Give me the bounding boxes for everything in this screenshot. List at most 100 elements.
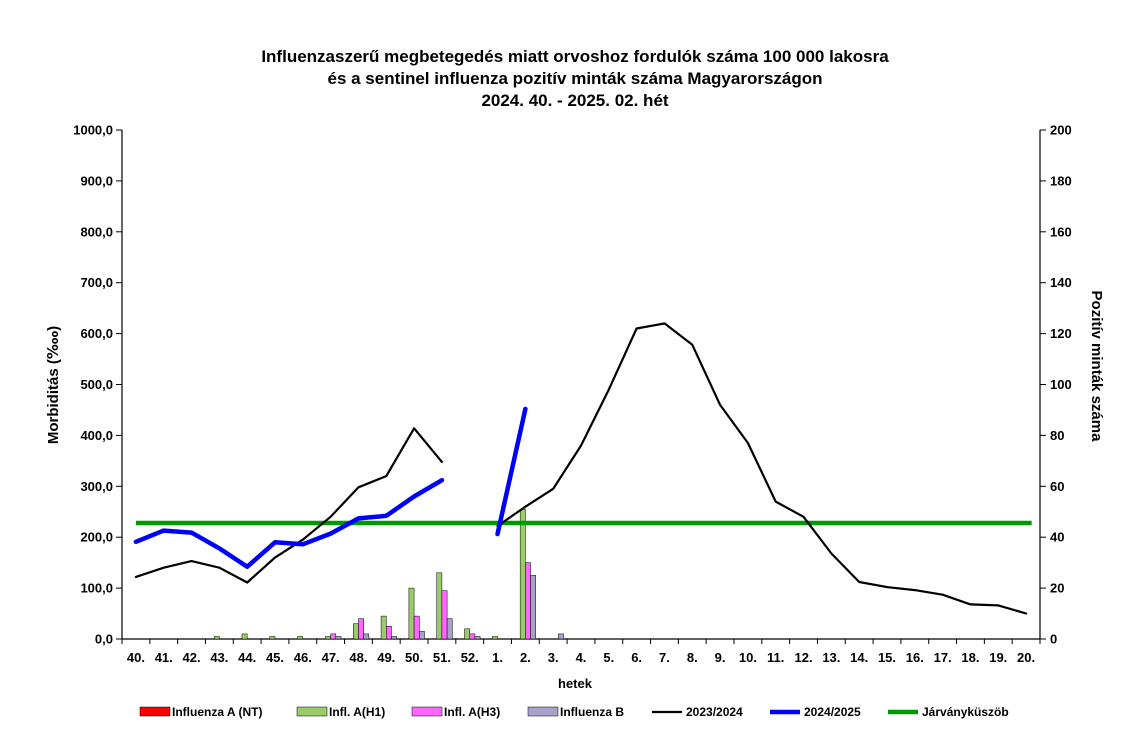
y-tick-right-label: 20 (1050, 581, 1064, 596)
bar-influenza-b (335, 636, 342, 640)
y-tick-right-label: 40 (1050, 530, 1064, 545)
legend-swatch (139, 706, 171, 717)
bar-infl-a-h1- (436, 572, 443, 640)
y-tick-left-label: 300,0 (80, 479, 113, 494)
x-tick-label: 44. (238, 650, 256, 665)
legend-label: Infl. A(H3) (444, 705, 500, 719)
y-tick-left-label: 0,0 (95, 632, 113, 647)
bar-infl-a-h1- (269, 636, 276, 640)
legend-label: Influenza B (560, 705, 624, 719)
chart-title-line-1: Influenzaszerű megbetegedés miatt orvosh… (261, 47, 889, 66)
y-tick-right-label: 160 (1050, 224, 1072, 239)
x-tick-label: 45. (266, 650, 284, 665)
x-tick-label: 41. (155, 650, 173, 665)
bar-infl-a-h1- (380, 615, 387, 640)
y-axis-right-label: Pozitív minták száma (1088, 291, 1105, 443)
y-tick-right-label: 140 (1050, 275, 1072, 290)
bar-influenza-b (530, 575, 537, 640)
legend-label: Infl. A(H1) (329, 705, 385, 719)
bar-influenza-b (391, 636, 397, 640)
x-tick-label: 50. (405, 650, 423, 665)
x-tick-label: 15. (878, 650, 896, 665)
bar-influenza-b (558, 633, 564, 640)
series-line-2023-2024 (496, 322, 1028, 615)
bar-infl-a-h3- (386, 626, 392, 640)
bar-infl-a-h1- (353, 623, 359, 640)
x-axis-label: hetek (558, 676, 593, 691)
x-tick-label: 47. (322, 650, 340, 665)
x-tick-label: 48. (349, 650, 367, 665)
bar-infl-a-h3- (330, 633, 337, 640)
y-tick-left-label: 400,0 (80, 428, 113, 443)
y-tick-right-label: 200 (1050, 123, 1072, 138)
y-tick-right-label: 60 (1050, 479, 1064, 494)
x-tick-label: 51. (433, 650, 451, 665)
bar-infl-a-h1- (241, 633, 248, 640)
y-tick-left-label: 100,0 (80, 581, 113, 596)
chart-title-line-3: 2024. 40. - 2025. 02. hét (481, 91, 668, 110)
chart-title-line-2: és a sentinel influenza pozitív minták s… (327, 69, 822, 88)
x-tick-label: 40. (127, 650, 145, 665)
x-tick-label: 2. (520, 650, 531, 665)
x-tick-label: 49. (377, 650, 395, 665)
bar-infl-a-h1- (297, 636, 304, 640)
legend-label: Járványküszöb (922, 705, 1009, 719)
x-tick-label: 13. (822, 650, 840, 665)
legend-swatch (411, 706, 443, 717)
x-tick-label: 42. (183, 650, 201, 665)
x-tick-label: 19. (989, 650, 1007, 665)
y-tick-right-label: 80 (1050, 428, 1064, 443)
bar-infl-a-h1- (325, 636, 331, 640)
x-tick-label: 5. (603, 650, 614, 665)
y-tick-left-label: 800,0 (80, 224, 113, 239)
bar-infl-a-h1- (492, 636, 498, 640)
y-tick-right-label: 0 (1050, 632, 1057, 647)
y-tick-right-label: 120 (1050, 326, 1072, 341)
legend-label: 2023/2024 (686, 705, 743, 719)
bar-influenza-b (474, 636, 481, 640)
bar-infl-a-h3- (441, 590, 448, 640)
x-tick-label: 7. (659, 650, 670, 665)
y-tick-right-label: 100 (1050, 377, 1072, 392)
bar-infl-a-h1- (464, 628, 470, 640)
x-tick-label: 11. (767, 650, 784, 665)
bar-infl-a-h1- (213, 636, 220, 640)
bar-infl-a-h3- (358, 618, 364, 640)
x-tick-label: 12. (795, 650, 813, 665)
x-tick-label: 16. (906, 650, 924, 665)
x-tick-label: 18. (961, 650, 979, 665)
bar-influenza-b (446, 618, 453, 640)
series-line-2024-2025 (495, 406, 528, 537)
bar-infl-a-h1- (408, 587, 415, 640)
x-tick-label: 8. (687, 650, 698, 665)
bar-influenza-b (363, 633, 370, 640)
bar-influenza-b (419, 631, 425, 640)
x-tick-label: 20. (1017, 650, 1035, 665)
y-tick-left-label: 500,0 (80, 377, 113, 392)
bar-infl-a-h3- (525, 562, 531, 640)
series-line-2024-2025 (133, 477, 445, 569)
y-tick-left-label: 900,0 (80, 173, 113, 188)
y-axis-left-label: Morbiditás (‱) (45, 326, 62, 444)
bar-infl-a-h3- (469, 633, 476, 640)
x-tick-label: 9. (715, 650, 726, 665)
x-tick-label: 4. (576, 650, 587, 665)
x-tick-label: 6. (631, 650, 642, 665)
legend-label: 2024/2025 (804, 705, 861, 719)
y-tick-left-label: 1000,0 (73, 123, 113, 138)
y-tick-left-label: 700,0 (80, 275, 113, 290)
x-tick-label: 46. (294, 650, 312, 665)
x-tick-label: 43. (210, 650, 228, 665)
x-tick-label: 1. (492, 650, 503, 665)
x-tick-label: 52. (461, 650, 479, 665)
x-tick-label: 3. (548, 650, 559, 665)
bar-infl-a-h3- (413, 615, 420, 640)
legend-swatch (527, 706, 559, 717)
legend-label: Influenza A (NT) (172, 705, 262, 719)
x-tick-label: 14. (850, 650, 868, 665)
series-line-2023-2024 (134, 427, 443, 584)
y-tick-left-label: 200,0 (80, 530, 113, 545)
y-tick-right-label: 180 (1050, 173, 1072, 188)
x-tick-label: 10. (739, 650, 757, 665)
